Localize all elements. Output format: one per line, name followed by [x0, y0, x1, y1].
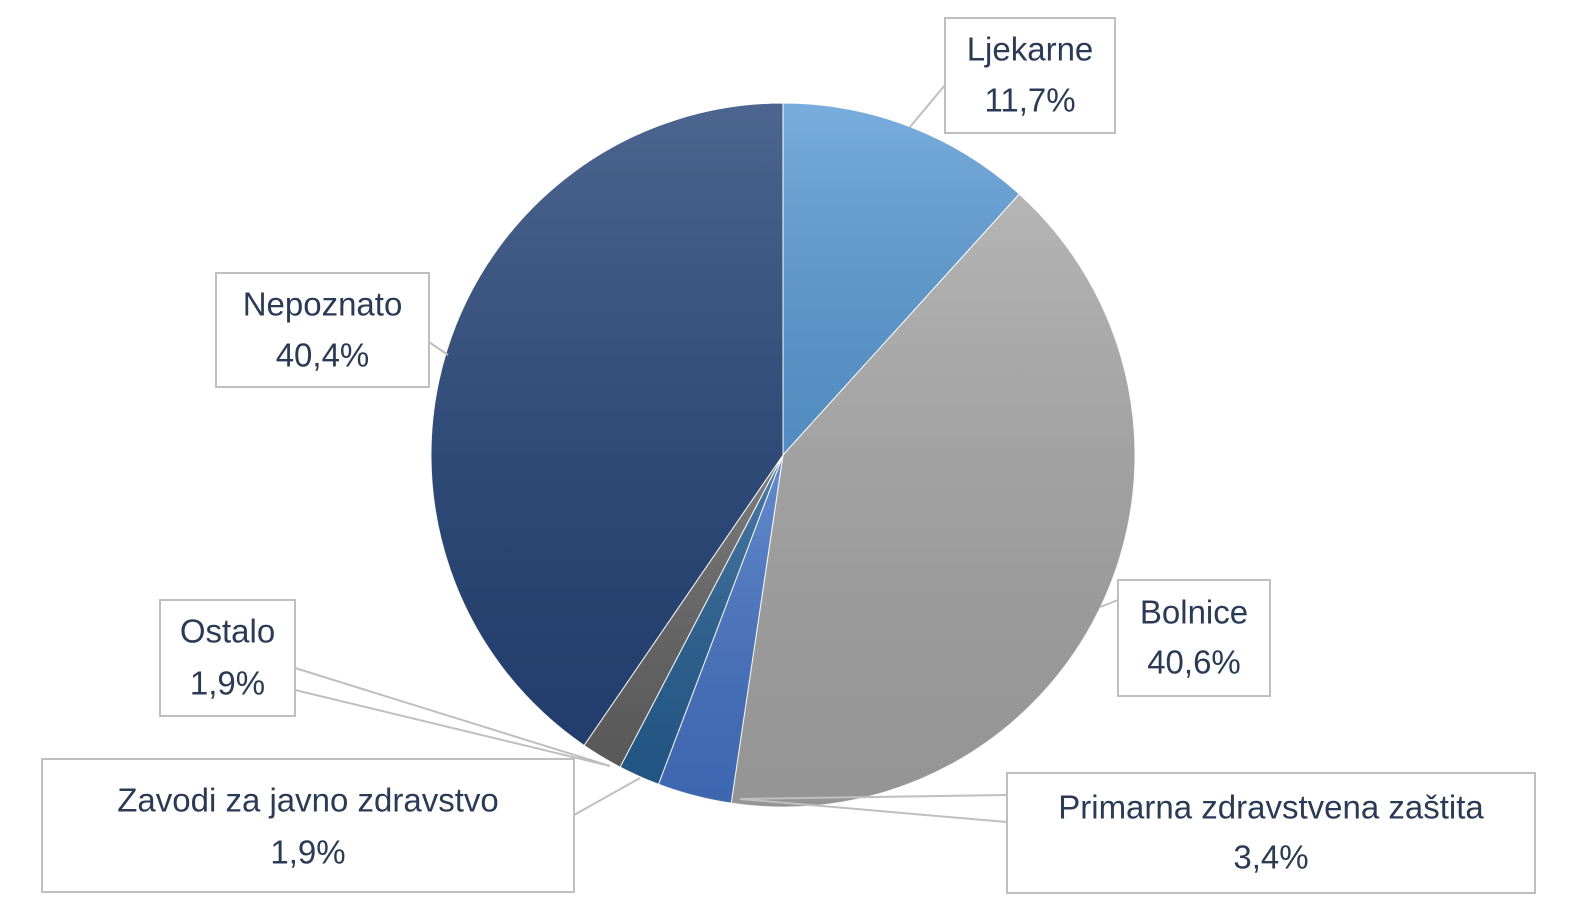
category-label: Ljekarne — [967, 31, 1094, 68]
label-box — [944, 17, 1116, 134]
pie — [430, 102, 1136, 808]
category-label: Nepoznato — [243, 286, 403, 323]
leader-line — [1099, 599, 1119, 608]
value-label: 1,9% — [190, 665, 265, 702]
category-label: Bolnice — [1140, 594, 1248, 631]
leader-line — [739, 794, 1008, 823]
slice-shade — [431, 103, 783, 746]
value-label: 1,9% — [270, 834, 345, 871]
data-labels: Ljekarne 11,7% Bolnice 40,6% Primarna zdravs… — [41, 17, 1536, 894]
value-label: 11,7% — [984, 82, 1075, 119]
leader-line — [294, 667, 611, 767]
label-box — [1006, 772, 1536, 894]
slice-shade — [658, 455, 783, 804]
category-label: Primarna zdravstvena zaštita — [1058, 789, 1484, 826]
label-box — [1117, 579, 1271, 697]
leader-line — [428, 341, 449, 356]
slice-shade — [620, 455, 783, 785]
value-label: 40,4% — [276, 337, 370, 374]
slice-shade — [584, 455, 783, 768]
leader-line — [909, 84, 946, 128]
category-label: Ostalo — [180, 613, 275, 650]
label-box — [41, 758, 575, 893]
category-label: Zavodi za javno zdravstvo — [117, 782, 499, 819]
value-label: 3,4% — [1233, 839, 1308, 876]
label-box — [159, 599, 296, 717]
value-label: 40,6% — [1147, 644, 1241, 681]
slice-shade — [731, 194, 1135, 807]
leader-line — [573, 777, 641, 817]
label-box — [215, 272, 430, 388]
slice-shade — [783, 103, 1020, 455]
